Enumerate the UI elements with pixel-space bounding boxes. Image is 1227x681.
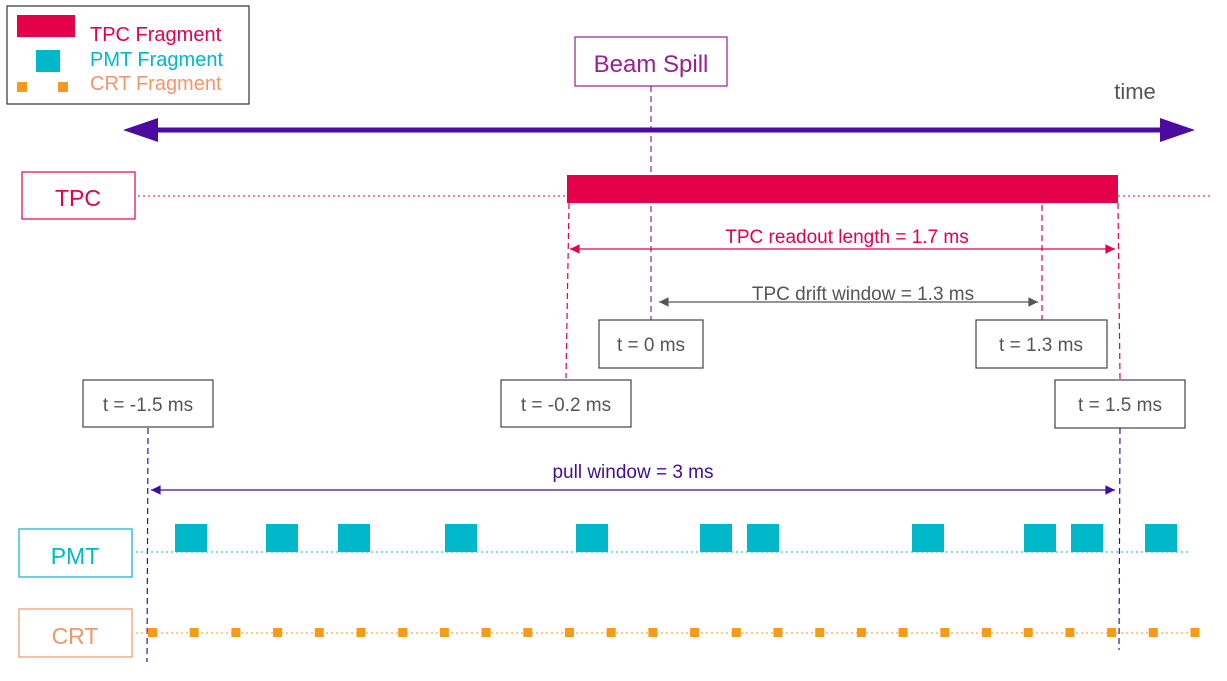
legend-crt-swatch-2 [58, 82, 68, 92]
time-marker-label: t = -1.5 ms [103, 395, 193, 416]
crt-fragment [731, 628, 741, 637]
time-marker-label: t = 0 ms [617, 335, 685, 356]
crt-fragment [398, 628, 408, 637]
pmt-fragment [175, 524, 207, 552]
legend-tpc-swatch [17, 15, 75, 37]
time-marker-t-minus-1-5: t = -1.5 ms [82, 379, 214, 428]
beam-spill-box [574, 36, 728, 87]
crt-fragment [1023, 628, 1033, 637]
legend-crt-swatch-1 [17, 82, 27, 92]
pmt-fragment [445, 524, 477, 552]
time-marker-t1-5: t = 1.5 ms [1054, 379, 1186, 429]
tpc-readout-left-tick [565, 202, 570, 379]
pmt-fragment [1024, 524, 1056, 552]
crt-fragment [148, 628, 157, 637]
crt-fragment [1190, 628, 1200, 637]
crt-fragment [856, 628, 866, 637]
time-marker-box [500, 379, 632, 428]
crt-row-box [18, 608, 133, 658]
time-axis-right-arrowhead [1160, 118, 1195, 142]
crt-fragment [773, 628, 783, 637]
legend-crt-label: CRT Fragment [90, 73, 222, 95]
crt-fragment [1065, 628, 1075, 637]
legend-tpc-label: TPC Fragment [90, 24, 222, 46]
pmt-fragment [912, 524, 944, 552]
time-marker-t0: t = 0 ms [598, 319, 704, 369]
crt-fragment [648, 628, 658, 637]
time-marker-box [1054, 379, 1186, 429]
pmt-fragments [175, 524, 1177, 552]
legend-pmt-swatch [36, 50, 60, 72]
time-marker-t-minus-0-2: t = -0.2 ms [500, 379, 632, 428]
pmt-row-label: PMT [51, 543, 100, 569]
crt-fragment [231, 628, 241, 637]
tpc-drift-label: TPC drift window = 1.3 ms [752, 284, 974, 305]
pmt-fragment [700, 524, 732, 552]
crt-fragment [1107, 628, 1117, 637]
tpc-fragment-bar [567, 175, 1118, 203]
beam-spill-label: Beam Spill [594, 51, 709, 78]
pmt-fragment [338, 524, 370, 552]
time-marker-label: t = 1.3 ms [999, 335, 1083, 356]
time-marker-box [975, 319, 1108, 369]
legend: TPC Fragment PMT Fragment CRT Fragment [6, 5, 250, 105]
time-marker-label: t = -0.2 ms [521, 395, 611, 416]
crt-fragment [898, 628, 908, 637]
pull-window-left-line [146, 427, 149, 663]
crt-row-label: CRT [52, 623, 99, 649]
crt-fragment [606, 628, 616, 637]
crt-fragment [273, 628, 283, 637]
crt-fragment [565, 628, 574, 637]
crt-fragment [940, 628, 950, 637]
tpc-row-label: TPC [55, 185, 101, 211]
time-marker-t1-3: t = 1.3 ms [975, 319, 1108, 369]
pmt-fragment [1145, 524, 1177, 552]
time-axis-left-arrowhead [123, 118, 158, 142]
time-label: time [1114, 79, 1156, 104]
crt-fragment [982, 628, 991, 637]
pmt-fragment [266, 524, 298, 552]
crt-fragment [1148, 628, 1158, 637]
pmt-fragment [1071, 524, 1103, 552]
tpc-readout-right-tick [1117, 202, 1121, 381]
crt-fragment [189, 628, 199, 637]
pull-window-right-line [1118, 427, 1121, 651]
tpc-readout-label: TPC readout length = 1.7 ms [725, 227, 968, 248]
pull-window-label: pull window = 3 ms [552, 462, 713, 483]
crt-fragment [481, 628, 491, 637]
time-marker-box [598, 319, 704, 369]
time-marker-box [82, 379, 214, 428]
crt-fragment [690, 628, 700, 637]
crt-fragments [148, 628, 1200, 637]
crt-fragment [314, 628, 324, 637]
pmt-fragment [576, 524, 608, 552]
crt-fragment [439, 628, 449, 637]
crt-fragment [356, 628, 366, 637]
tpc-row-box [21, 171, 136, 220]
crt-fragment [815, 628, 825, 637]
pmt-row-box [18, 528, 133, 578]
pmt-fragment [747, 524, 779, 552]
crt-fragment [523, 628, 533, 637]
time-marker-label: t = 1.5 ms [1078, 395, 1162, 416]
legend-pmt-label: PMT Fragment [90, 49, 223, 71]
